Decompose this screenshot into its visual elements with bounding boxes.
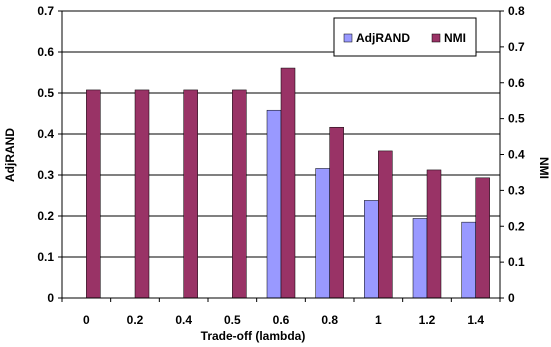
right-tick-label-3: 0.3 bbox=[508, 183, 525, 197]
x-tick-label-1: 1 bbox=[375, 313, 382, 327]
bar-nmi-0.4 bbox=[183, 89, 198, 299]
legend-label-adjrand: AdjRAND bbox=[356, 31, 410, 45]
left-tick-label-0: 0 bbox=[47, 291, 54, 305]
left-tick-label-2: 0.2 bbox=[37, 209, 54, 223]
x-tick-label-0.2: 0.2 bbox=[127, 313, 144, 327]
bar-nmi-0.8 bbox=[329, 126, 344, 299]
bars bbox=[86, 67, 490, 299]
bar-nmi-0.2 bbox=[134, 89, 150, 299]
left-tick-label-3: 0.3 bbox=[37, 168, 54, 182]
legend-swatch-nmi bbox=[431, 33, 441, 43]
x-tick-label-1.2: 1.2 bbox=[419, 313, 436, 327]
x-tick-label-0.4: 0.4 bbox=[175, 313, 192, 327]
bar-adjrand-1 bbox=[364, 200, 379, 299]
legend-box bbox=[333, 17, 477, 57]
legend: AdjRAND NMI bbox=[333, 17, 477, 57]
bar-nmi-1 bbox=[378, 150, 393, 299]
right-tick-label-5: 0.5 bbox=[508, 112, 525, 126]
right-tick-label-0: 0 bbox=[508, 291, 515, 305]
right-tick-label-1: 0.1 bbox=[508, 255, 525, 269]
x-tick-label-0.8: 0.8 bbox=[321, 313, 338, 327]
bar-nmi-1.4 bbox=[475, 177, 490, 299]
bar-adjrand-0.8 bbox=[315, 168, 330, 299]
bar-adjrand-1.4 bbox=[461, 221, 476, 299]
left-tick-label-1: 0.1 bbox=[37, 250, 54, 264]
right-tick-label-7: 0.7 bbox=[508, 40, 525, 54]
x-tick-label-1.4: 1.4 bbox=[467, 313, 484, 327]
bar-adjrand-1.2 bbox=[412, 218, 428, 299]
left-axis-ticks: 0 0.1 0.2 0.3 0.4 0.5 0.6 0.7 bbox=[37, 4, 62, 305]
bar-nmi-1.2 bbox=[426, 169, 442, 299]
bar-nmi-0.6 bbox=[280, 67, 296, 299]
x-axis-title: Trade-off (lambda) bbox=[201, 329, 306, 343]
x-tick-label-0.5: 0.5 bbox=[224, 313, 241, 327]
right-axis-ticks: 0 0.1 0.2 0.3 0.4 0.5 0.6 0.7 0.8 bbox=[500, 4, 525, 305]
right-tick-label-6: 0.6 bbox=[508, 76, 525, 90]
left-axis-title: AdjRAND bbox=[3, 128, 17, 182]
x-axis-ticks: 0 0.2 0.4 0.5 0.6 0.8 1 1.2 1.4 bbox=[61, 298, 501, 327]
right-tick-label-8: 0.8 bbox=[508, 4, 525, 18]
right-axis-title: NMI bbox=[537, 157, 551, 179]
legend-swatch-adjrand bbox=[343, 33, 353, 43]
x-tick-label-0.6: 0.6 bbox=[273, 313, 290, 327]
right-tick-label-2: 0.2 bbox=[508, 219, 525, 233]
left-tick-label-5: 0.5 bbox=[37, 86, 54, 100]
left-tick-label-6: 0.6 bbox=[37, 45, 54, 59]
right-tick-label-4: 0.4 bbox=[508, 148, 525, 162]
legend-label-nmi: NMI bbox=[444, 31, 466, 45]
bar-adjrand-0.6 bbox=[266, 109, 282, 299]
left-tick-label-4: 0.4 bbox=[37, 127, 54, 141]
bar-nmi-0 bbox=[86, 89, 101, 299]
bar-nmi-0.5 bbox=[232, 89, 247, 299]
x-tick-label-0: 0 bbox=[83, 313, 90, 327]
left-tick-label-7: 0.7 bbox=[37, 4, 54, 18]
